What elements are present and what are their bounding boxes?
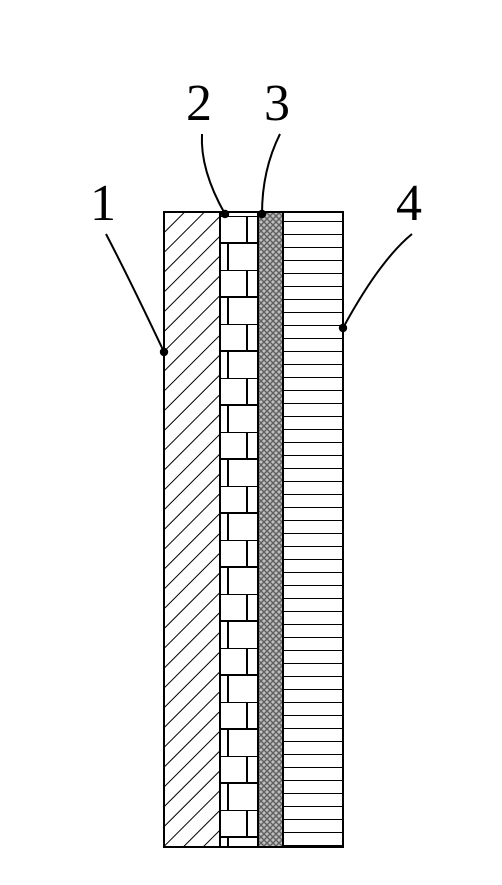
leader-lbl-3 (262, 134, 280, 214)
layer-3 (258, 212, 283, 847)
marker-lbl-3 (258, 210, 266, 218)
diagram-canvas: 1 23 4 (0, 0, 502, 885)
layer-4 (283, 212, 343, 847)
layer-2 (220, 212, 258, 847)
layer-stack (164, 212, 343, 847)
leader-lbl-4 (343, 234, 412, 328)
lbl-3: 3 (264, 75, 290, 132)
marker-lbl-2 (221, 210, 229, 218)
lbl-1: 1 (90, 175, 116, 232)
lbl-2: 2 (186, 75, 212, 132)
layer-1 (164, 212, 220, 847)
lbl-4: 4 (396, 175, 422, 232)
marker-lbl-1 (160, 348, 168, 356)
leader-lbl-1 (106, 234, 164, 352)
marker-lbl-4 (339, 324, 347, 332)
leader-lbl-2 (202, 134, 225, 214)
